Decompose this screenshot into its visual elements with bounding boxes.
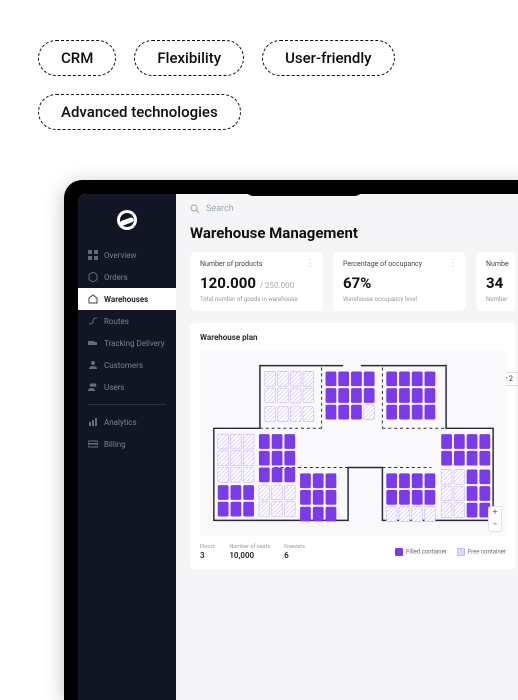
legend-filled: Filled container bbox=[395, 548, 447, 556]
sidebar-item-warehouses[interactable]: Warehouses bbox=[78, 288, 176, 310]
card-value: 67% bbox=[343, 274, 456, 292]
card-label: Numbe bbox=[486, 260, 506, 268]
sidebar-item-customers[interactable]: Customers bbox=[78, 354, 176, 376]
legend-free: Free container bbox=[457, 548, 506, 556]
plan-legend: Floors 3 Number of seats 10,000 Freezers… bbox=[200, 544, 506, 560]
pill-flexibility: Flexibility bbox=[134, 40, 244, 76]
main-content: Search Warehouse Management ⋮ Number of … bbox=[176, 194, 518, 700]
card-value: 34 bbox=[486, 274, 506, 292]
grid-icon bbox=[88, 250, 98, 260]
stat-label: Freezers bbox=[284, 544, 305, 550]
card-icon bbox=[88, 439, 98, 449]
plan-title: Warehouse plan bbox=[200, 333, 258, 342]
zoom-in-button[interactable]: + bbox=[489, 507, 501, 519]
warehouse-grid: + − bbox=[200, 350, 506, 536]
users-icon bbox=[88, 382, 98, 392]
device-notch bbox=[244, 180, 364, 196]
stat-freezers: Freezers 6 bbox=[284, 544, 305, 560]
metric-cards: ⋮ Number of products 120.000 / 250.000 T… bbox=[190, 252, 516, 311]
app-screen: Overview Orders Warehouses Routes Tracki… bbox=[78, 194, 518, 700]
cube-icon bbox=[88, 272, 98, 282]
card-value-main: 120.000 bbox=[200, 274, 256, 292]
card-menu-icon[interactable]: ⋮ bbox=[448, 258, 458, 269]
sidebar-item-label: Customers bbox=[104, 361, 143, 370]
sidebar-item-label: Billing bbox=[104, 440, 126, 449]
person-icon bbox=[88, 360, 98, 370]
legend-free-label: Free container bbox=[468, 549, 506, 556]
zoom-controls: + − bbox=[488, 506, 502, 532]
stat-seats: Number of seats 10,000 bbox=[229, 544, 270, 560]
sidebar-item-routes[interactable]: Routes bbox=[78, 310, 176, 332]
card-label: Number of products bbox=[200, 260, 313, 268]
card-sublabel: Number bbox=[486, 296, 506, 303]
page-title: Warehouse Management bbox=[190, 224, 516, 242]
search-placeholder: Search bbox=[206, 204, 234, 214]
sidebar-item-label: Routes bbox=[104, 317, 129, 326]
pill-crm: CRM bbox=[38, 40, 116, 76]
sidebar-item-tracking[interactable]: Tracking Delivery bbox=[78, 332, 176, 354]
legend-filled-label: Filled container bbox=[406, 549, 447, 556]
sidebar-item-billing[interactable]: Billing bbox=[78, 433, 176, 455]
stat-value: 10,000 bbox=[229, 551, 270, 560]
chart-icon bbox=[88, 417, 98, 427]
card-sublabel: Total number of goods in warehouse bbox=[200, 296, 313, 303]
sidebar-item-label: Analytics bbox=[104, 418, 137, 427]
sidebar-item-analytics[interactable]: Analytics bbox=[78, 411, 176, 433]
sidebar-item-label: Overview bbox=[104, 251, 136, 260]
device-frame: Overview Orders Warehouses Routes Tracki… bbox=[64, 180, 518, 700]
sidebar-item-label: Orders bbox=[104, 273, 128, 282]
card-menu-icon[interactable]: ⋮ bbox=[305, 258, 315, 269]
sidebar: Overview Orders Warehouses Routes Tracki… bbox=[78, 194, 176, 700]
card-products: ⋮ Number of products 120.000 / 250.000 T… bbox=[190, 252, 323, 311]
feature-pills: CRM Flexibility User-friendly Advanced t… bbox=[38, 40, 478, 130]
stat-label: Number of seats bbox=[229, 544, 270, 550]
sidebar-item-label: Users bbox=[104, 383, 124, 392]
truck-icon bbox=[88, 338, 98, 348]
sidebar-separator bbox=[88, 404, 166, 405]
stat-label: Floors bbox=[200, 544, 215, 550]
warehouse-icon bbox=[88, 294, 98, 304]
card-label: Percentage of occupancy bbox=[343, 260, 456, 268]
warehouse-plan-svg bbox=[206, 358, 500, 528]
warehouse-plan-card: Warehouse plan bbox=[190, 323, 516, 570]
stat-value: 6 bbox=[284, 551, 305, 560]
stat-value: 3 bbox=[200, 551, 215, 560]
search-bar[interactable]: Search bbox=[190, 204, 516, 214]
sidebar-item-overview[interactable]: Overview bbox=[78, 244, 176, 266]
sidebar-item-label: Tracking Delivery bbox=[104, 339, 164, 348]
sidebar-item-label: Warehouses bbox=[104, 295, 148, 304]
card-seats: Numbe 34 Number bbox=[476, 252, 516, 311]
sidebar-item-orders[interactable]: Orders bbox=[78, 266, 176, 288]
sidebar-item-users[interactable]: Users bbox=[78, 376, 176, 398]
zoom-out-button[interactable]: − bbox=[489, 519, 501, 531]
pill-user-friendly: User-friendly bbox=[262, 40, 394, 76]
search-icon bbox=[190, 204, 200, 214]
card-sublabel: Warehouse occupancy level bbox=[343, 296, 456, 303]
card-occupancy: ⋮ Percentage of occupancy 67% Warehouse … bbox=[333, 252, 466, 311]
card-value: 120.000 / 250.000 bbox=[200, 274, 313, 292]
route-icon bbox=[88, 316, 98, 326]
card-value-capacity: / 250.000 bbox=[260, 281, 294, 290]
pill-advanced-tech: Advanced technologies bbox=[38, 94, 241, 130]
stat-floors: Floors 3 bbox=[200, 544, 215, 560]
app-logo bbox=[117, 210, 137, 230]
